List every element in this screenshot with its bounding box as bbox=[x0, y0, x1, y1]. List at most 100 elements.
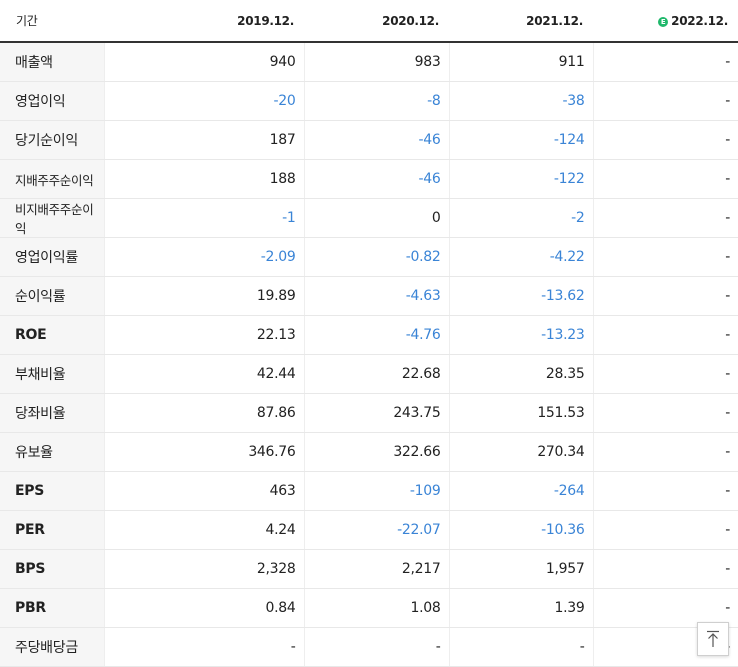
scroll-to-top-button[interactable] bbox=[697, 622, 729, 656]
value-cell: - bbox=[592, 393, 738, 433]
value-cell: 0.84 bbox=[103, 588, 304, 628]
value-cell: 322.66 bbox=[303, 432, 449, 472]
table-row: 주당배당금 - - - - bbox=[0, 627, 738, 667]
value-cell: -4.76 bbox=[303, 315, 449, 355]
value-cell: 22.68 bbox=[303, 354, 449, 394]
row-label: 지배주주순이익 bbox=[0, 159, 104, 199]
period-label-header: 기간 bbox=[0, 0, 104, 43]
value-cell: - bbox=[592, 315, 738, 355]
table-row: 부채비율 42.44 22.68 28.35 - bbox=[0, 354, 738, 394]
value-cell: -13.62 bbox=[448, 276, 593, 316]
table-row: PBR 0.84 1.08 1.39 - bbox=[0, 588, 738, 628]
value-cell: 19.89 bbox=[103, 276, 304, 316]
value-cell: - bbox=[592, 81, 738, 121]
value-cell: - bbox=[592, 588, 738, 628]
table-row: 영업이익 -20 -8 -38 - bbox=[0, 81, 738, 121]
row-label: 비지배주주순이익 bbox=[0, 198, 104, 238]
header-row: 기간 2019.12. 2020.12. 2021.12. E 2022.12. bbox=[0, 0, 738, 43]
value-cell: -109 bbox=[303, 471, 449, 511]
value-cell: 346.76 bbox=[103, 432, 304, 472]
value-cell: -20 bbox=[103, 81, 304, 121]
value-cell: 42.44 bbox=[103, 354, 304, 394]
value-cell: - bbox=[592, 510, 738, 550]
row-label: 순이익률 bbox=[0, 276, 104, 316]
period-header-2022-estimate: E 2022.12. bbox=[593, 0, 738, 43]
table-row: PER 4.24 -22.07 -10.36 - bbox=[0, 510, 738, 550]
value-cell: - bbox=[592, 159, 738, 199]
value-cell: -1 bbox=[103, 198, 304, 238]
row-label: 유보율 bbox=[0, 432, 104, 472]
value-cell: -0.82 bbox=[303, 237, 449, 277]
value-cell: -2 bbox=[448, 198, 593, 238]
value-cell: - bbox=[592, 42, 738, 82]
value-cell: 1,957 bbox=[448, 549, 593, 589]
value-cell: - bbox=[592, 198, 738, 238]
row-label: ROE bbox=[0, 315, 104, 355]
value-cell: -264 bbox=[448, 471, 593, 511]
value-cell: -22.07 bbox=[303, 510, 449, 550]
value-cell: - bbox=[592, 549, 738, 589]
value-cell: -122 bbox=[448, 159, 593, 199]
table-row: 순이익률 19.89 -4.63 -13.62 - bbox=[0, 276, 738, 316]
value-cell: - bbox=[303, 627, 449, 667]
value-cell: 28.35 bbox=[448, 354, 593, 394]
value-cell: 1.08 bbox=[303, 588, 449, 628]
row-label: 영업이익률 bbox=[0, 237, 104, 277]
row-label: 영업이익 bbox=[0, 81, 104, 121]
arrow-up-to-top-icon bbox=[707, 630, 719, 647]
value-cell: 187 bbox=[103, 120, 304, 160]
period-header-2020: 2020.12. bbox=[304, 0, 449, 43]
value-cell: -2.09 bbox=[103, 237, 304, 277]
value-cell: - bbox=[592, 432, 738, 472]
value-cell: -4.22 bbox=[448, 237, 593, 277]
row-label: BPS bbox=[0, 549, 104, 589]
table-row: 매출액 940 983 911 - bbox=[0, 42, 738, 82]
table-row: EPS 463 -109 -264 - bbox=[0, 471, 738, 511]
row-label: 매출액 bbox=[0, 42, 104, 82]
value-cell: - bbox=[592, 471, 738, 511]
value-cell: 87.86 bbox=[103, 393, 304, 433]
row-label: 주당배당금 bbox=[0, 627, 104, 667]
value-cell: - bbox=[592, 354, 738, 394]
value-cell: -4.63 bbox=[303, 276, 449, 316]
value-cell: - bbox=[103, 627, 304, 667]
value-cell: -46 bbox=[303, 159, 449, 199]
period-header-2019: 2019.12. bbox=[104, 0, 304, 43]
value-cell: 983 bbox=[303, 42, 449, 82]
table-row: 당좌비율 87.86 243.75 151.53 - bbox=[0, 393, 738, 433]
table-row: 영업이익률 -2.09 -0.82 -4.22 - bbox=[0, 237, 738, 277]
table-row: 당기순이익 187 -46 -124 - bbox=[0, 120, 738, 160]
value-cell: 243.75 bbox=[303, 393, 449, 433]
value-cell: 22.13 bbox=[103, 315, 304, 355]
period-header-2021: 2021.12. bbox=[449, 0, 593, 43]
row-label: EPS bbox=[0, 471, 104, 511]
value-cell: 188 bbox=[103, 159, 304, 199]
value-cell: 940 bbox=[103, 42, 304, 82]
table-row: 유보율 346.76 322.66 270.34 - bbox=[0, 432, 738, 472]
table-row: 지배주주순이익 188 -46 -122 - bbox=[0, 159, 738, 199]
row-label: PBR bbox=[0, 588, 104, 628]
value-cell: -8 bbox=[303, 81, 449, 121]
value-cell: 2,217 bbox=[303, 549, 449, 589]
value-cell: 1.39 bbox=[448, 588, 593, 628]
table-row: ROE 22.13 -4.76 -13.23 - bbox=[0, 315, 738, 355]
row-label: 당좌비율 bbox=[0, 393, 104, 433]
value-cell: -124 bbox=[448, 120, 593, 160]
value-cell: -10.36 bbox=[448, 510, 593, 550]
row-label: 부채비율 bbox=[0, 354, 104, 394]
value-cell: -46 bbox=[303, 120, 449, 160]
row-label: PER bbox=[0, 510, 104, 550]
period-header-2022-label: 2022.12. bbox=[671, 13, 728, 28]
value-cell: 0 bbox=[303, 198, 449, 238]
value-cell: - bbox=[592, 237, 738, 277]
value-cell: 2,328 bbox=[103, 549, 304, 589]
row-label: 당기순이익 bbox=[0, 120, 104, 160]
estimate-badge: E bbox=[658, 16, 669, 27]
table-row: 비지배주주순이익 -1 0 -2 - bbox=[0, 198, 738, 238]
value-cell: 463 bbox=[103, 471, 304, 511]
table-row: BPS 2,328 2,217 1,957 - bbox=[0, 549, 738, 589]
value-cell: -38 bbox=[448, 81, 593, 121]
value-cell: - bbox=[592, 120, 738, 160]
value-cell: -13.23 bbox=[448, 315, 593, 355]
